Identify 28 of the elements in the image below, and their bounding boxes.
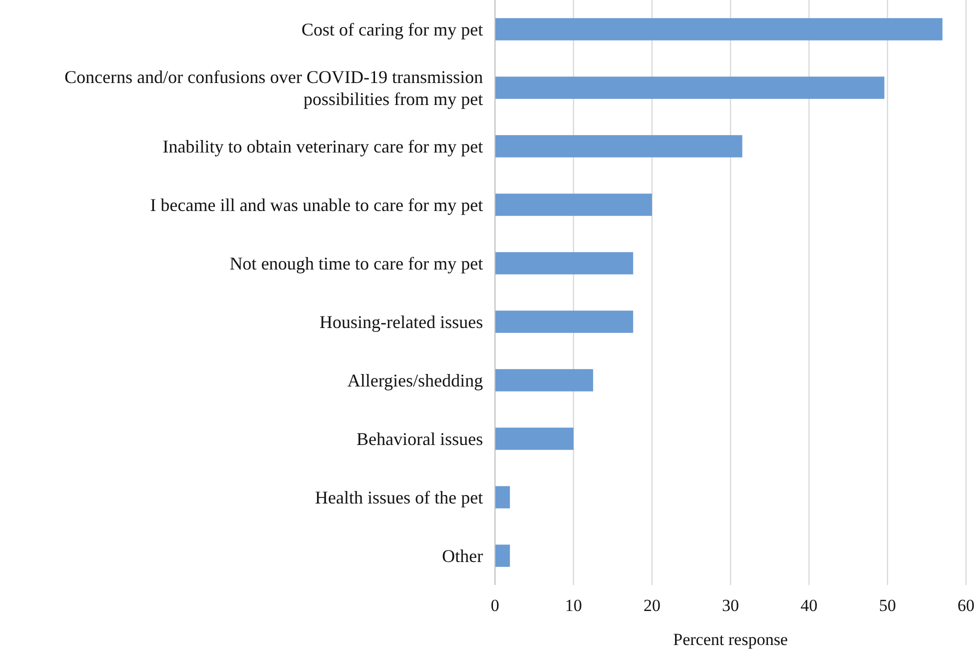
bar — [495, 369, 594, 392]
bar — [495, 252, 634, 274]
x-tick-label: 10 — [565, 596, 582, 616]
x-tick-label: 20 — [644, 596, 660, 616]
y-tick-label: Cost of caring for my pet — [302, 20, 483, 40]
y-tick-label: Allergies/shedding — [347, 370, 483, 391]
y-tick-label: Health issues of the pet — [315, 488, 483, 508]
bar — [495, 486, 510, 508]
x-tick-label: 60 — [958, 596, 974, 616]
x-tick-label: 50 — [879, 596, 896, 616]
y-tick-label: Concerns and/or confusions over COVID-19 transmission possibilities from my pet — [64, 67, 483, 110]
y-tick-label: Inability to obtain veterinary care for my pet — [162, 136, 483, 157]
y-tick-label: I became ill and was unable to care for my pet — [150, 195, 483, 216]
bar — [495, 18, 942, 40]
y-tick-label: Not enough time to care for my pet — [230, 254, 483, 274]
bar — [495, 194, 652, 216]
y-tick-label: Housing-related issues — [320, 312, 483, 332]
bar — [495, 428, 574, 450]
x-tick-label: 40 — [800, 596, 818, 616]
x-tick-label: 30 — [722, 596, 739, 616]
y-tick-label: Other — [442, 546, 484, 566]
x-axis-title: Percent response — [673, 630, 788, 649]
bar — [495, 544, 510, 567]
bar — [495, 76, 884, 99]
bar — [495, 135, 742, 158]
x-tick-label: 0 — [490, 596, 500, 616]
bar — [495, 310, 634, 333]
y-tick-label: Behavioral issues — [356, 429, 483, 450]
